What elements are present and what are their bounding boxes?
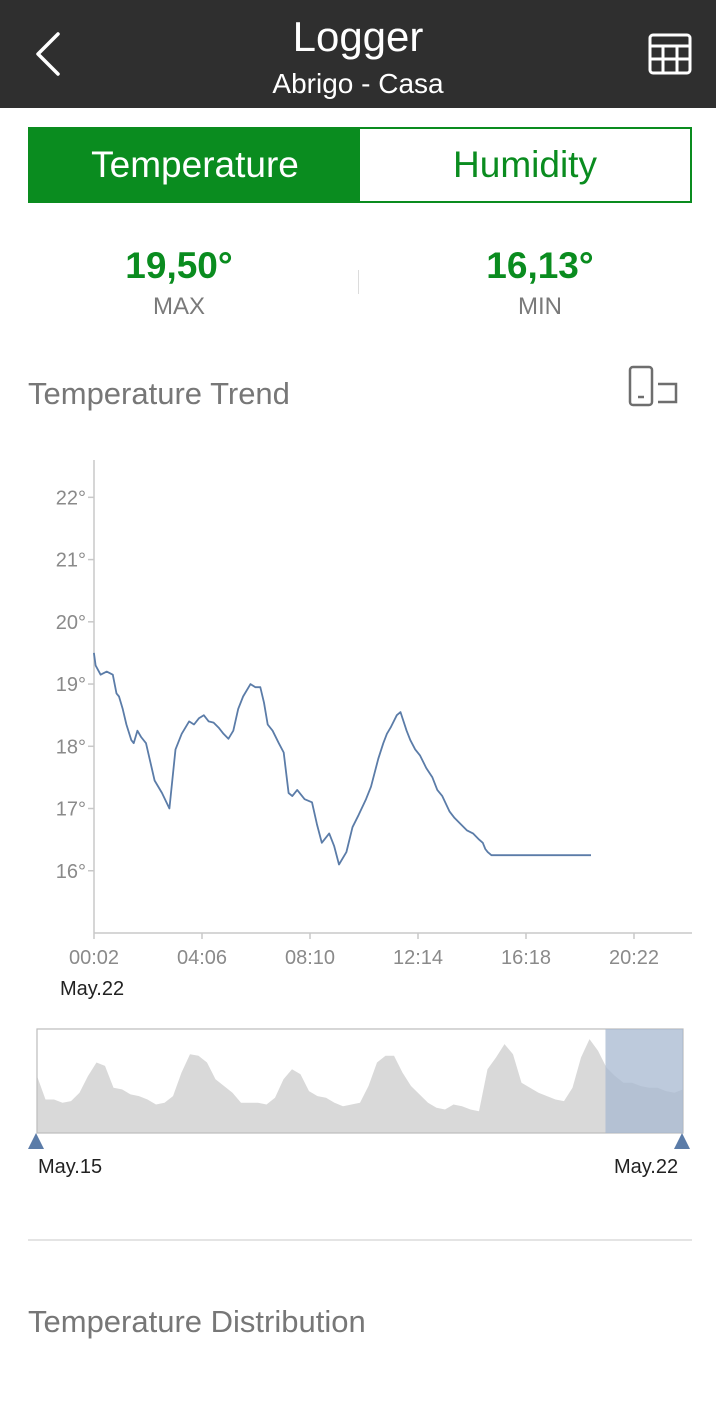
min-stat: 16,13° MIN bbox=[390, 244, 690, 322]
metric-tabs: Temperature Humidity bbox=[28, 127, 692, 203]
overview-selection bbox=[605, 1029, 683, 1133]
table-view-button[interactable] bbox=[644, 30, 696, 80]
page-subtitle: Abrigo - Casa bbox=[272, 68, 444, 99]
tab-temperature[interactable]: Temperature bbox=[30, 129, 360, 201]
x-axis-date-label: May.22 bbox=[60, 978, 125, 1000]
x-tick-label: 00:02 bbox=[69, 947, 119, 969]
back-button[interactable] bbox=[22, 26, 78, 82]
y-tick-label: 16° bbox=[56, 861, 86, 883]
temperature-trend-chart: 16° 17° 18° 19° 20° 21° 22° 00:02 04:06 08:10 12:1… bbox=[28, 460, 692, 1149]
overview-area bbox=[37, 1039, 683, 1133]
temperature-series-line bbox=[93, 652, 591, 866]
range-end-handle[interactable] bbox=[674, 1133, 690, 1149]
y-tick-label: 17° bbox=[56, 799, 86, 821]
trend-title: Temperature Trend bbox=[28, 376, 290, 411]
y-tick-label: 22° bbox=[56, 487, 86, 509]
range-end-label: May.22 bbox=[614, 1156, 679, 1178]
stat-divider bbox=[358, 270, 359, 294]
section-divider bbox=[28, 1239, 692, 1241]
y-tick-label: 18° bbox=[56, 736, 86, 758]
chevron-left-icon bbox=[36, 32, 60, 76]
y-tick-label: 21° bbox=[56, 550, 86, 572]
min-value: 16,13° bbox=[486, 245, 594, 286]
page-title: Logger bbox=[292, 13, 424, 60]
table-grid-icon bbox=[648, 33, 692, 75]
range-start-label: May.15 bbox=[38, 1156, 103, 1178]
tab-humidity[interactable]: Humidity bbox=[360, 129, 690, 201]
min-label: MIN bbox=[518, 293, 562, 320]
screen-rotate-icon bbox=[628, 365, 678, 407]
rotate-screen-button[interactable] bbox=[624, 364, 682, 410]
max-label: MAX bbox=[152, 293, 205, 320]
app-bar: Logger Abrigo - Casa bbox=[0, 0, 716, 108]
x-tick-label: 20:22 bbox=[609, 947, 659, 969]
max-value: 19,50° bbox=[125, 245, 233, 286]
x-tick-label: 08:10 bbox=[285, 947, 335, 969]
y-tick-label: 19° bbox=[56, 674, 86, 696]
distribution-title: Temperature Distribution bbox=[28, 1304, 366, 1339]
max-stat: 19,50° MAX bbox=[29, 244, 329, 322]
range-start-handle[interactable] bbox=[28, 1133, 44, 1149]
x-tick-label: 16:18 bbox=[501, 947, 551, 969]
x-tick-label: 12:14 bbox=[393, 947, 443, 969]
x-tick-label: 04:06 bbox=[177, 947, 227, 969]
y-tick-label: 20° bbox=[56, 612, 86, 634]
